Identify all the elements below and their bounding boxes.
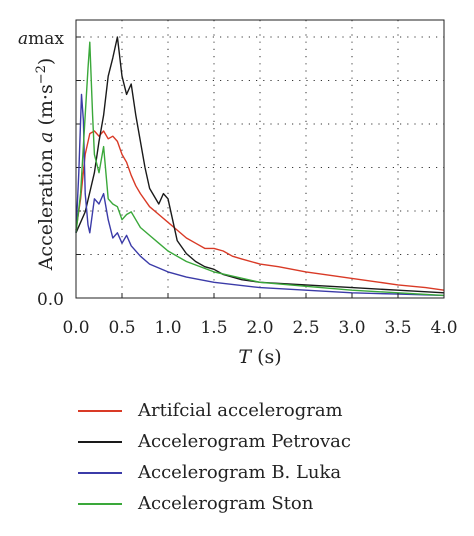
legend-label: Artifcial accelerogram	[138, 400, 343, 421]
plot-frame	[75, 19, 445, 299]
legend-swatch	[78, 502, 122, 505]
x-tick-label: 1.0	[154, 318, 181, 338]
y-axis-title: Acceleration a (m·s−2)	[34, 58, 57, 272]
legend-swatch	[78, 440, 122, 443]
series-line-1	[75, 130, 445, 291]
legend-label: Accelerogram Petrovac	[138, 431, 351, 452]
x-tick-label: 3.0	[338, 318, 365, 338]
x-tick-label: 3.5	[384, 318, 411, 338]
x-tick-label: 0.0	[62, 318, 89, 338]
legend-swatch	[78, 409, 122, 412]
y-tick-label-bottom: 0.0	[37, 290, 64, 310]
legend-swatch	[78, 471, 122, 474]
series-layer	[75, 36, 445, 297]
legend-item: Accelerogram Petrovac	[78, 426, 438, 457]
y-tick-label-top: amax	[18, 29, 64, 49]
legend-item: Accelerogram B. Luka	[78, 457, 438, 488]
x-tick-label: 1.5	[200, 318, 227, 338]
legend-item: Artifcial accelerogram	[78, 395, 438, 426]
x-tick-labels: 0.0 0.5 1.0 1.5 2.0 2.5 3.0 3.5 4.0	[62, 293, 458, 338]
legend-item: Accelerogram Ston	[78, 488, 438, 519]
x-axis-title: T (s)	[238, 346, 281, 368]
series-line-2	[75, 36, 445, 294]
x-tick-label: 2.5	[292, 318, 319, 338]
series-line-3	[75, 93, 445, 297]
chart-canvas: 0.0 0.5 1.0 1.5 2.0 2.5 3.0 3.5 4.0 amax 0.0 Acc…	[18, 19, 458, 368]
grid	[76, 20, 444, 298]
legend: Artifcial accelerogram Accelerogram Petro…	[78, 395, 438, 519]
x-tick-label: 0.5	[108, 318, 135, 338]
series-line-4	[75, 41, 445, 297]
x-tick-label: 4.0	[430, 318, 457, 338]
legend-label: Accelerogram Ston	[138, 493, 314, 514]
legend-label: Accelerogram B. Luka	[138, 462, 342, 483]
x-tick-label: 2.0	[246, 318, 273, 338]
